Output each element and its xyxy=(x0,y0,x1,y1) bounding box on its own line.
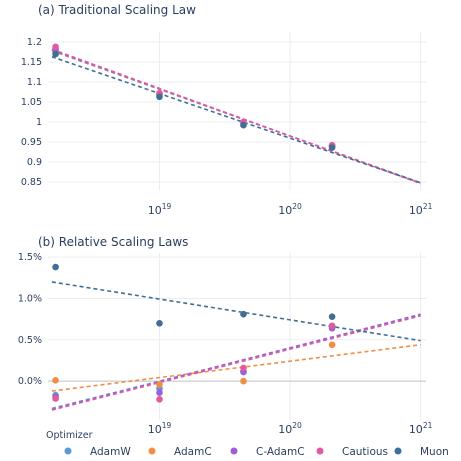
chart-b-point-adamc xyxy=(156,381,163,388)
chart-b-point-adamc xyxy=(52,377,59,384)
chart-b-xtick-base: 10 xyxy=(148,423,162,436)
legend-item-adamc: AdamC xyxy=(174,446,212,458)
chart-b-ytick-label: 0.5% xyxy=(18,335,42,346)
chart-a-ytick-label: 1.15 xyxy=(21,57,42,68)
chart-b-xtick-exponent: 21 xyxy=(423,421,433,430)
chart-b-point-cautious xyxy=(156,396,163,403)
chart-a-point-muon xyxy=(156,93,163,101)
chart-a-point-muon xyxy=(328,144,336,151)
chart-b-point-muon xyxy=(240,310,247,318)
chart-b-ytick-label: 0.0% xyxy=(18,376,42,387)
chart-b-xtick-label: 1021 xyxy=(409,421,433,436)
legend-swatch-c-adamc xyxy=(230,447,238,455)
chart-b-xtick-label: 1020 xyxy=(278,421,302,436)
chart-b-xtick-base: 10 xyxy=(409,423,423,436)
legend-title: Optimizer xyxy=(46,430,93,441)
chart-b-point-cautious xyxy=(240,364,247,372)
legend-item-muon: Muon xyxy=(420,446,449,458)
chart-b-point-muon xyxy=(156,319,163,327)
chart-b-xtick-base: 10 xyxy=(278,423,292,436)
chart-b-point-cautious xyxy=(328,322,336,330)
chart-b-fit-line-c-adamc xyxy=(51,313,421,411)
chart-a-xtick-base: 10 xyxy=(278,204,292,217)
chart-b-point-muon xyxy=(52,263,59,271)
chart-a-ytick-label: 1.2 xyxy=(27,37,42,48)
chart-a-ytick-label: 0.95 xyxy=(21,137,42,148)
chart-a-fit-line-muon xyxy=(51,56,421,184)
chart-a-point-muon xyxy=(52,50,59,58)
chart-a-ytick-label: 1 xyxy=(36,117,42,128)
chart-a-ytick-label: 1.05 xyxy=(21,97,42,108)
chart-a-xtick-label: 1021 xyxy=(409,202,433,217)
chart-b-plot: 0.0%0.5%1.0%1.5%1019 1020 1021 xyxy=(18,252,433,436)
chart-b-point-c-adamc xyxy=(156,389,163,397)
chart-b-ytick-label: 1.0% xyxy=(18,293,42,304)
legend-item-adamw: AdamW xyxy=(90,446,131,458)
chart-b-point-cautious xyxy=(52,395,59,402)
chart-b-xtick-exponent: 20 xyxy=(292,421,302,430)
chart-a-ytick-label: 0.9 xyxy=(27,157,42,168)
legend: Optimizer AdamW AdamC C-AdamC Cautious Muon xyxy=(46,430,449,458)
legend-swatch-adamw xyxy=(64,447,72,455)
chart-a-xtick-label: 1020 xyxy=(278,202,302,217)
chart-a-point-muon xyxy=(240,121,247,129)
chart-a-xtick-base: 10 xyxy=(409,204,423,217)
legend-item-cautious: Cautious xyxy=(342,446,388,458)
chart-a-xtick-base: 10 xyxy=(148,204,162,217)
chart-b-fit-line-muon xyxy=(51,281,421,342)
chart-a-ytick-label: 1.1 xyxy=(27,77,42,88)
legend-item-c-adamc: C-AdamC xyxy=(256,446,305,458)
chart-b-fit-line-adamc xyxy=(51,343,421,392)
chart-a-xtick-label: 1019 xyxy=(148,202,172,217)
chart-b-xtick-label: 1019 xyxy=(148,421,172,436)
chart-a-fit-line-cautious xyxy=(51,48,421,185)
chart-a-xtick-exponent: 19 xyxy=(162,202,172,211)
chart-b-point-muon xyxy=(328,313,336,320)
legend-swatch-muon xyxy=(394,447,402,455)
chart-b-point-adamc xyxy=(240,377,247,385)
chart-a-xtick-exponent: 20 xyxy=(292,202,302,211)
legend-swatch-cautious xyxy=(316,447,324,455)
legend-swatch-adamc xyxy=(148,447,156,455)
chart-a-ytick-label: 0.85 xyxy=(21,177,42,188)
chart-b-xtick-exponent: 19 xyxy=(162,421,172,430)
chart-b-point-adamc xyxy=(328,341,336,349)
chart-a-title: (a) Traditional Scaling Law xyxy=(38,3,196,17)
chart-a-xtick-exponent: 21 xyxy=(423,202,433,211)
chart-b-ytick-label: 1.5% xyxy=(18,252,42,263)
chart-a-point-cautious xyxy=(52,43,59,51)
chart-b-fit-line-cautious xyxy=(51,315,421,411)
chart-b-title: (b) Relative Scaling Laws xyxy=(38,235,188,249)
